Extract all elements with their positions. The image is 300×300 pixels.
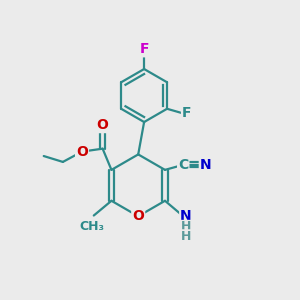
- Text: F: F: [140, 42, 149, 56]
- Text: O: O: [76, 145, 88, 159]
- Text: C: C: [178, 158, 188, 172]
- Text: O: O: [97, 118, 109, 132]
- Text: O: O: [132, 209, 144, 223]
- Text: N: N: [200, 158, 212, 172]
- Text: CH₃: CH₃: [80, 220, 105, 233]
- Text: H: H: [180, 220, 191, 233]
- Text: N: N: [180, 208, 191, 223]
- Text: H: H: [180, 230, 191, 243]
- Text: F: F: [182, 106, 191, 120]
